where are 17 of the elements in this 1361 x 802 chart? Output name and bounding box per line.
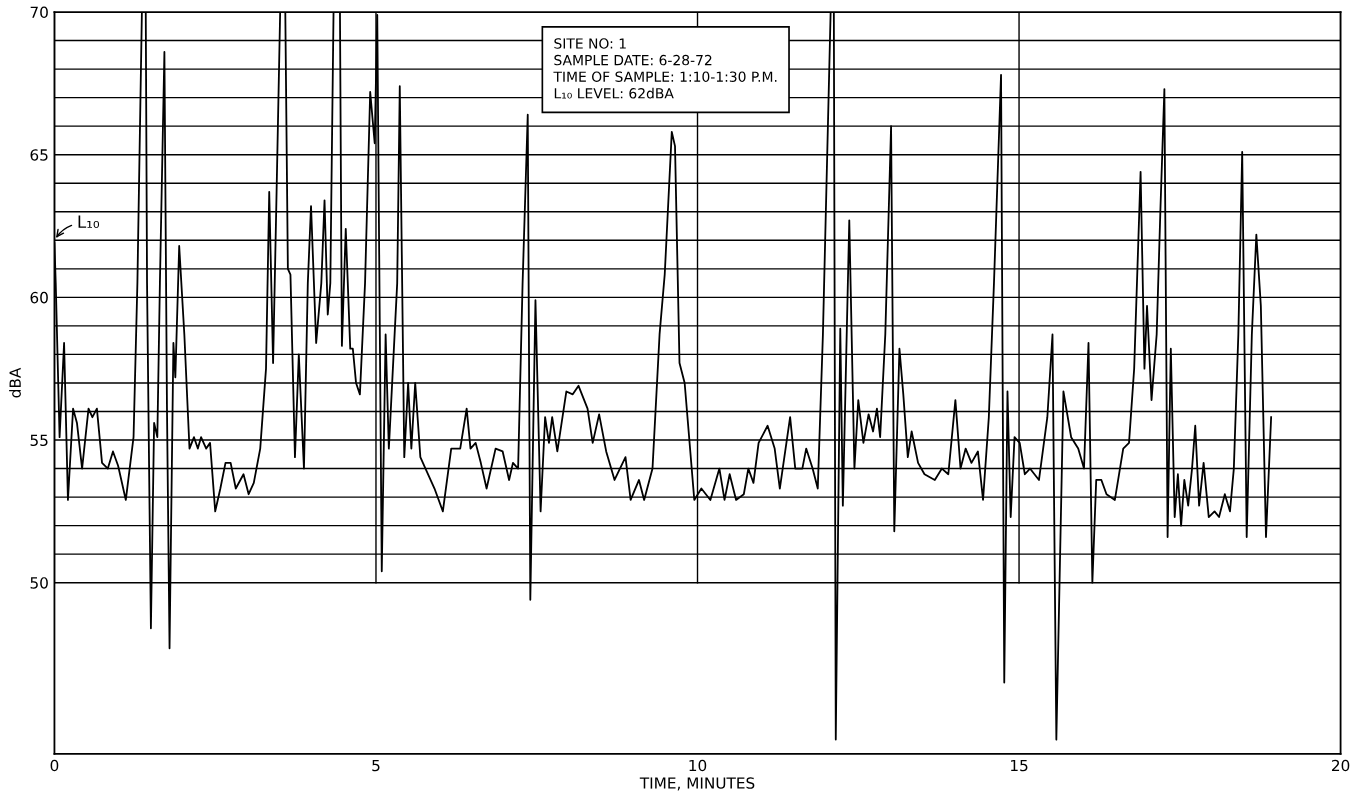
annotation: SAMPLE DATE: 6-28-72 [554,54,712,66]
annotation: L₁₀ [78,215,100,228]
y-axis-title: dBA [9,367,21,398]
annotation: L₁₀ LEVEL: 62dBA [554,87,674,99]
annotation: TIME OF SAMPLE: 1:10-1:30 P.M. [553,71,777,82]
y-tick-label: 65 [30,149,48,161]
x-tick-label: 5 [372,759,380,772]
y-tick-label: 60 [30,291,48,304]
x-tick-label: 15 [1011,759,1028,772]
y-tick-label: 55 [30,434,48,447]
x-tick-label: 10 [689,759,707,772]
x-tick-label: 20 [1331,759,1350,772]
x-tick-label: 0 [50,759,59,772]
y-tick-label: 70 [30,6,48,19]
y-tick-label: 50 [30,577,48,589]
x-axis-title: TIME, MINUTES [639,777,755,791]
annotation: SITE NO: 1 [554,38,626,49]
